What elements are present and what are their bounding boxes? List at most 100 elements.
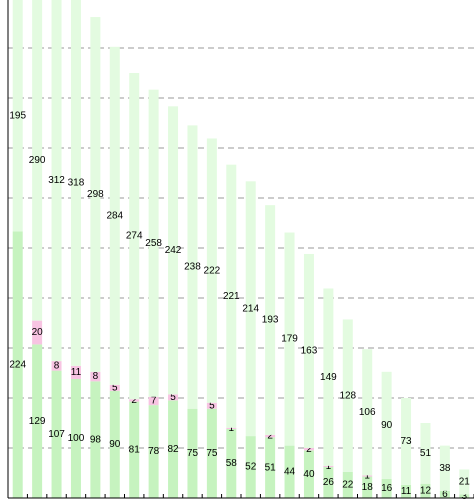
value-label: 193 [262,315,279,326]
bar-segment [401,484,412,498]
bar-segment [245,436,256,498]
value-label: 78 [148,446,160,457]
bar-segment [90,371,101,382]
value-label: 90 [381,420,393,431]
bar-segment [459,494,470,498]
bar-segment [265,205,276,435]
value-label: 106 [359,407,376,418]
bar-segment [129,401,140,498]
value-label: 2 [131,395,137,406]
value-label: 222 [204,265,221,276]
value-label: 20 [32,327,44,338]
value-label: 128 [339,390,356,401]
bar-segment [265,434,276,438]
bar-segment [187,125,198,409]
bar-segment [51,0,62,362]
bar-segment [168,400,179,498]
bar-segment [168,106,179,395]
value-label: 1 [229,423,235,434]
bar-segment [32,0,43,321]
bar-segment [439,445,450,491]
value-label: 8 [93,371,99,382]
bar-segment [129,73,140,400]
bar-segment [206,138,217,403]
bar-segment [362,349,373,476]
bar-segment [70,0,81,366]
value-label: 51 [265,462,277,473]
value-label: 149 [320,372,337,383]
value-label: 6 [442,489,448,500]
value-label: 1 [364,471,370,482]
bar-segment [342,319,353,472]
bar-segment [32,320,43,345]
value-label: 58 [226,458,238,469]
value-label: 8 [54,360,60,371]
value-label: 22 [342,480,354,491]
bar-segment [129,399,140,402]
value-label: 238 [184,262,201,273]
bar-segment [265,437,276,498]
value-label: 284 [106,210,123,221]
bar-segment [459,469,470,495]
bar-segment [420,483,431,498]
bar-segment [70,378,81,498]
value-label: 82 [167,444,179,455]
bar-segment [226,428,237,498]
value-label: 11 [401,486,412,497]
value-label: 1 [326,461,332,472]
bar-segment [303,253,314,448]
value-label: 163 [301,346,318,357]
bar-segment [168,394,179,401]
value-label: 312 [48,175,65,186]
value-label: 5 [170,392,176,403]
bar-segment [303,450,314,498]
bar-segment [323,467,334,498]
value-label: 129 [29,416,46,427]
bar-segment [148,396,159,406]
value-label: 5 [209,400,215,411]
value-label: 224 [9,359,26,370]
value-label: 75 [187,448,199,459]
bar-segment [32,344,43,498]
value-label: 214 [242,303,259,314]
bar-segment [284,232,295,446]
value-label: 52 [245,462,257,473]
value-label: 40 [303,469,315,480]
value-label: 298 [87,189,104,200]
value-label: 318 [68,178,85,189]
bar-segment [109,390,120,498]
bar-segment [51,361,62,371]
value-label: 5 [112,383,118,394]
bar-segment [70,365,81,379]
value-label: 51 [420,448,432,459]
bar-segment [90,17,101,372]
bar-segment [148,89,159,397]
value-label: 16 [381,483,393,494]
bar-segment [323,465,334,468]
bar-segment [362,475,373,477]
bar-segment [226,164,237,428]
bar-segment [323,288,334,466]
value-label: 221 [223,291,240,302]
value-label: 21 [459,477,471,488]
bar-segment [51,370,62,498]
bar-segment [342,471,353,498]
value-label: 7 [151,396,157,407]
bar-segment [439,490,450,498]
value-label: 2 [267,431,273,442]
bar-segment [187,408,198,498]
bar-segment [109,384,120,391]
value-label: 12 [420,485,432,496]
bar-segment [226,427,237,429]
value-label: 11 [71,367,82,378]
bar-segment [206,402,217,409]
value-label: 38 [439,463,451,474]
value-label: 98 [90,434,102,445]
bar-segment [148,405,159,498]
value-label: 81 [129,444,141,455]
bar-segment [12,0,23,232]
bar-segment [381,478,392,498]
value-label: 242 [165,245,182,256]
